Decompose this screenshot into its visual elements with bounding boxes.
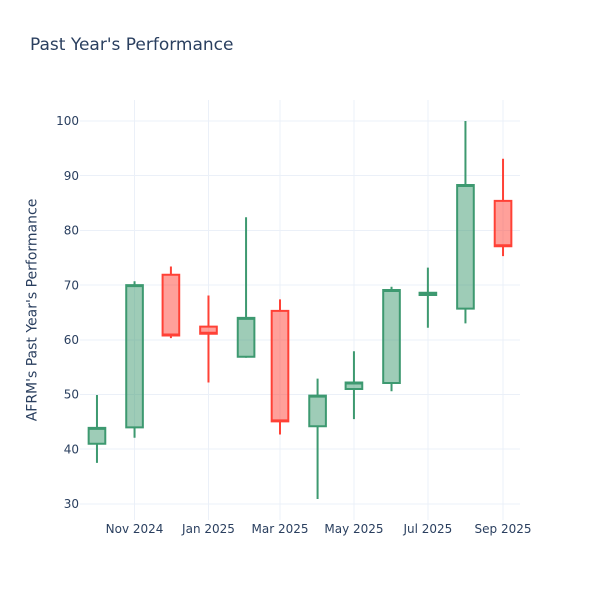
svg-text:70: 70 (64, 278, 79, 292)
svg-text:Mar 2025: Mar 2025 (252, 522, 309, 536)
svg-text:May 2025: May 2025 (324, 522, 383, 536)
svg-text:Nov 2024: Nov 2024 (106, 522, 164, 536)
svg-text:60: 60 (64, 333, 79, 347)
svg-text:90: 90 (64, 169, 79, 183)
svg-text:40: 40 (64, 442, 79, 456)
svg-text:Jan 2025: Jan 2025 (181, 522, 235, 536)
svg-text:50: 50 (64, 388, 79, 402)
svg-text:30: 30 (64, 497, 79, 511)
svg-text:Past Year's Performance: Past Year's Performance (30, 35, 234, 55)
svg-text:AFRM's Past Year's Performance: AFRM's Past Year's Performance (25, 199, 41, 422)
svg-text:80: 80 (64, 224, 79, 238)
svg-text:Jul 2025: Jul 2025 (402, 522, 452, 536)
svg-text:Sep 2025: Sep 2025 (475, 522, 532, 536)
svg-text:100: 100 (56, 114, 79, 128)
